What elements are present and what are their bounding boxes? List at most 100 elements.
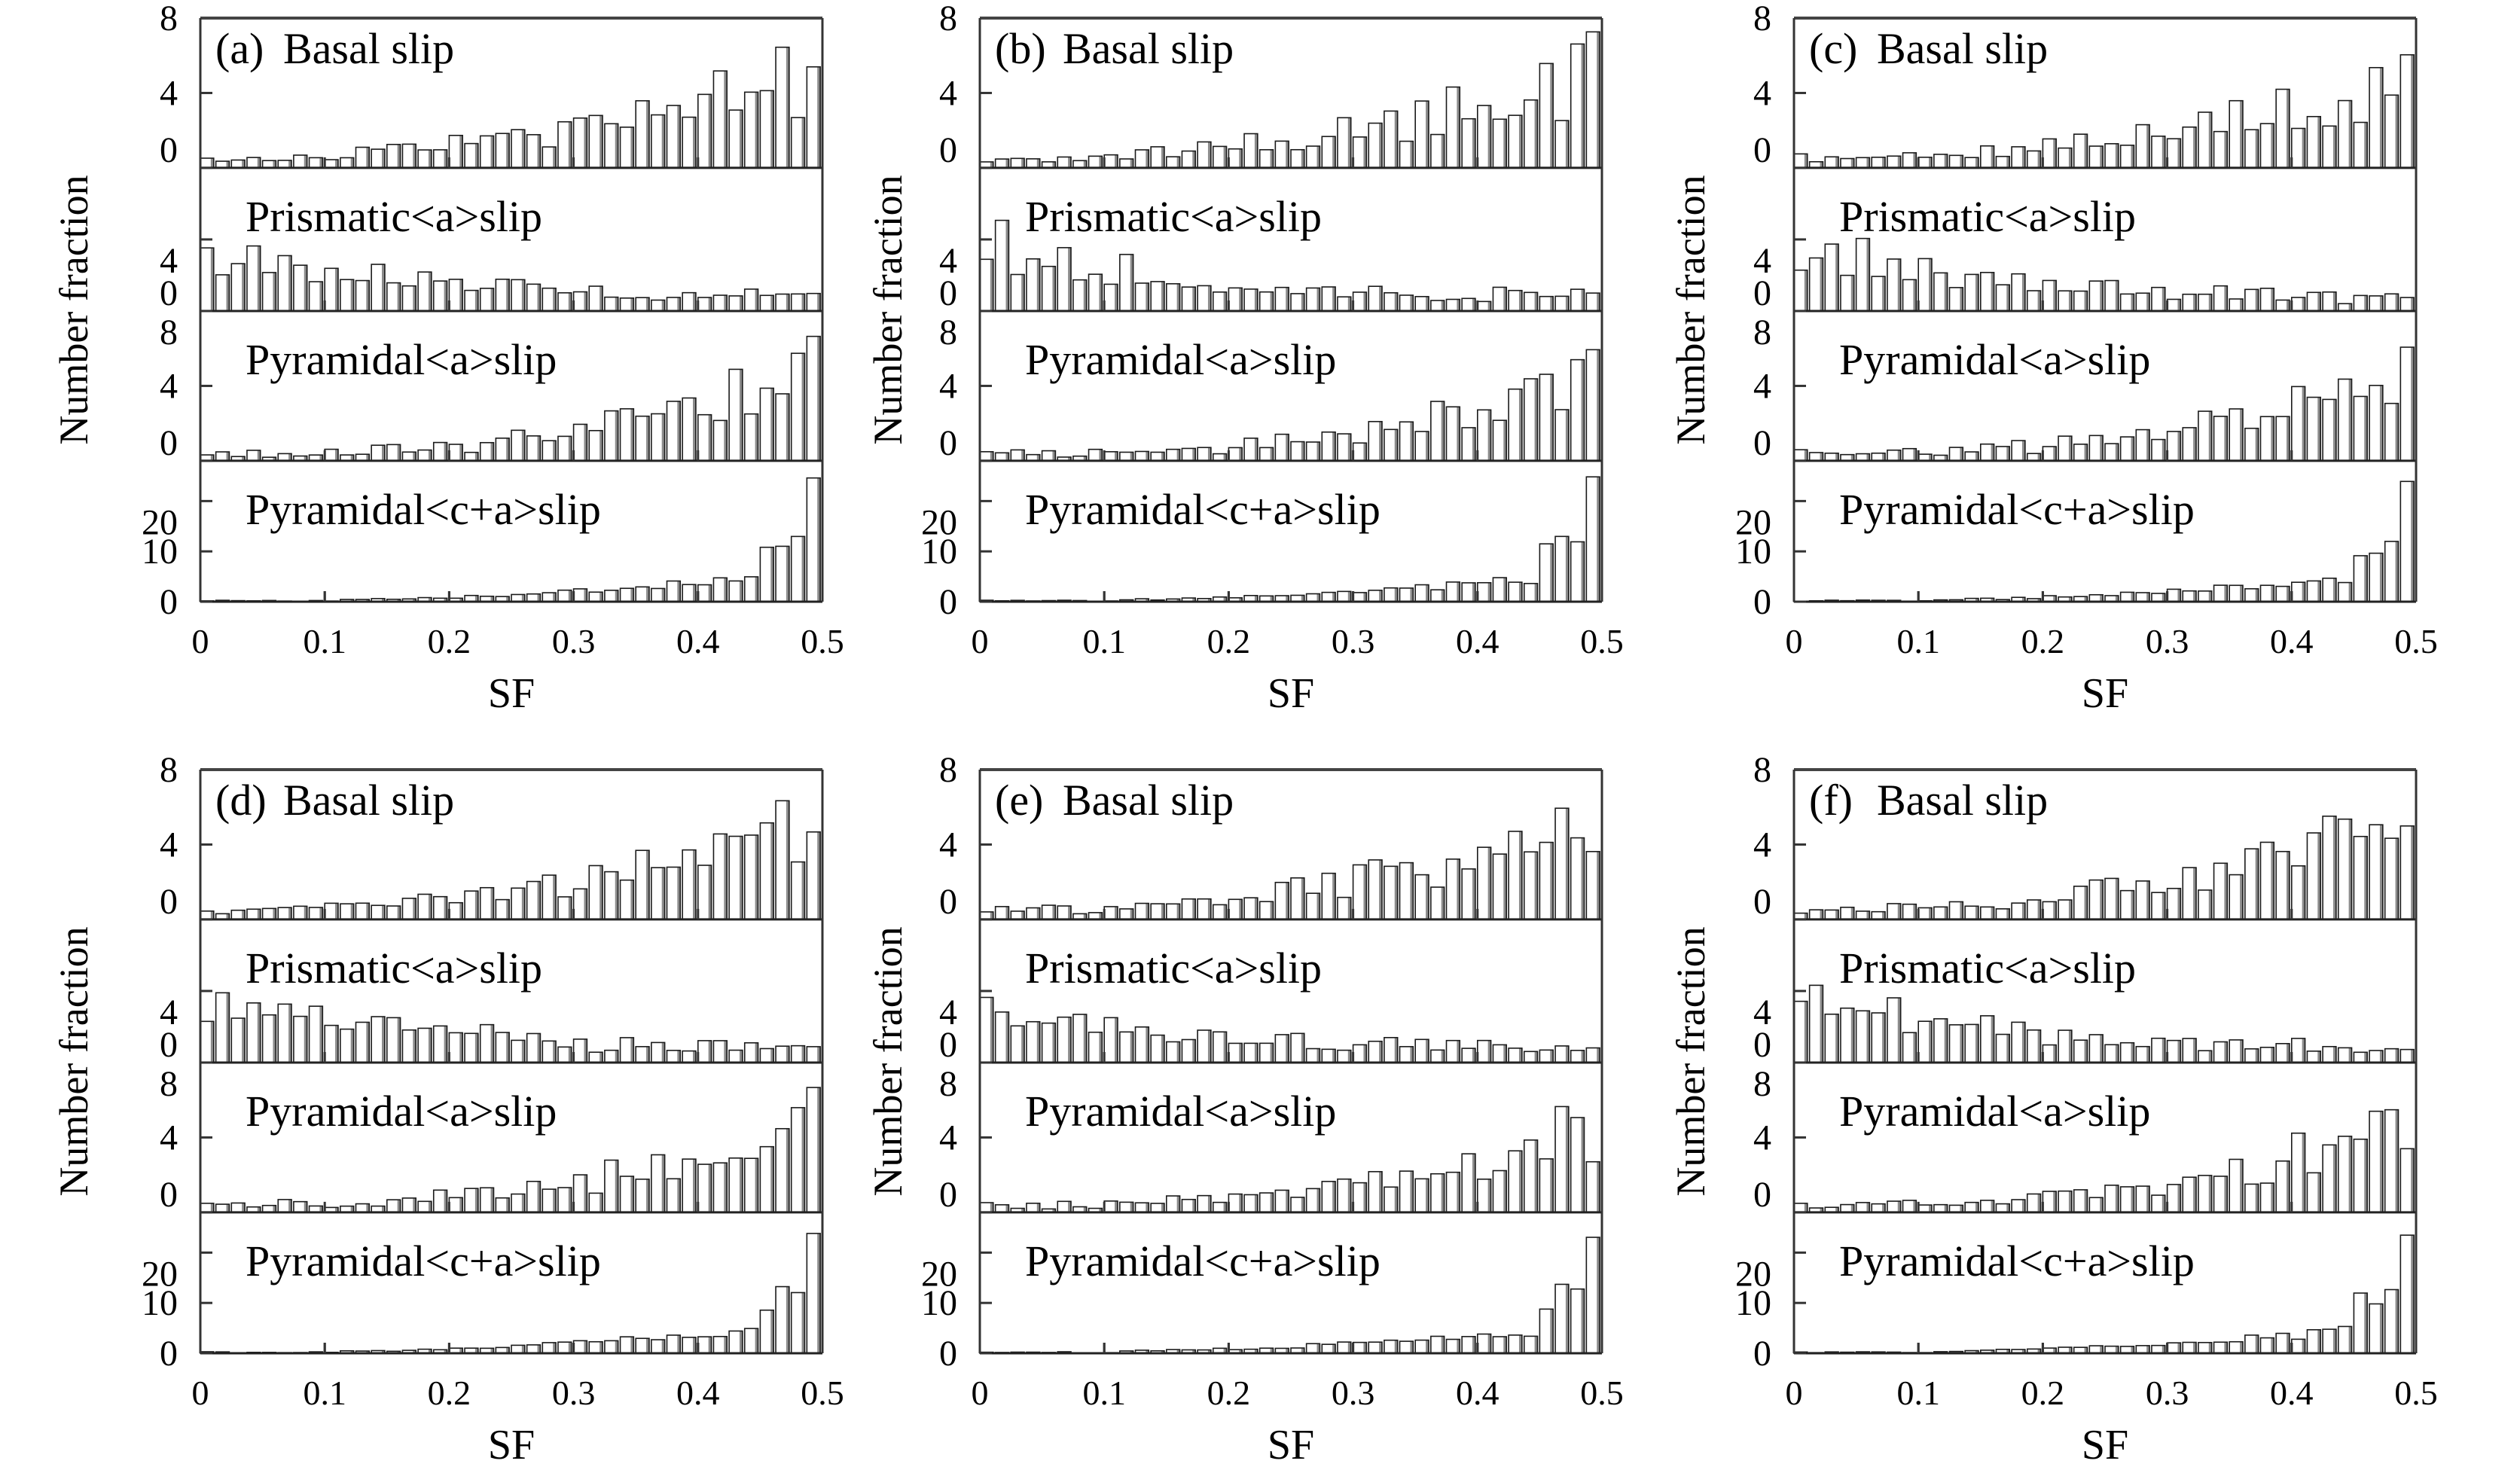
svg-text:20: 20 [921, 1254, 957, 1294]
svg-text:4: 4 [1753, 73, 1771, 113]
svg-text:0.3: 0.3 [2146, 1374, 2189, 1412]
svg-text:0.3: 0.3 [2146, 622, 2189, 660]
svg-text:Number fraction: Number fraction [1668, 175, 1713, 444]
svg-text:Pyramidal<c+a>slip: Pyramidal<c+a>slip [1025, 485, 1381, 534]
svg-text:0: 0 [939, 882, 957, 922]
svg-text:0.1: 0.1 [303, 622, 346, 660]
svg-text:Number fraction: Number fraction [51, 175, 96, 444]
svg-text:8: 8 [160, 313, 178, 352]
svg-text:20: 20 [921, 502, 957, 542]
svg-text:Pyramidal<a>slip: Pyramidal<a>slip [1025, 1087, 1336, 1136]
svg-text:0: 0 [1786, 1374, 1803, 1412]
svg-text:4: 4 [160, 73, 178, 113]
svg-text:Prismatic<a>slip: Prismatic<a>slip [1025, 192, 1322, 241]
svg-text:0.3: 0.3 [552, 622, 596, 660]
svg-text:Prismatic<a>slip: Prismatic<a>slip [246, 944, 542, 993]
svg-text:Prismatic<a>slip: Prismatic<a>slip [1839, 192, 2136, 241]
svg-text:0: 0 [192, 1374, 209, 1412]
svg-text:0.4: 0.4 [676, 622, 720, 660]
svg-text:(f)Basal slip: (f) Basal slip [1809, 776, 2048, 825]
svg-text:4: 4 [939, 366, 957, 406]
svg-text:Prismatic<a>slip: Prismatic<a>slip [1025, 944, 1322, 993]
svg-text:4: 4 [1753, 1118, 1771, 1157]
svg-text:0: 0 [160, 130, 178, 170]
svg-text:0: 0 [1753, 423, 1771, 463]
svg-text:(c)Basal slip: (c) Basal slip [1809, 24, 2048, 73]
svg-text:4: 4 [1753, 825, 1771, 865]
svg-text:4: 4 [939, 993, 957, 1032]
svg-text:0: 0 [160, 882, 178, 922]
svg-text:0: 0 [1753, 1175, 1771, 1215]
svg-text:Number fraction: Number fraction [51, 926, 96, 1196]
svg-text:20: 20 [1735, 502, 1771, 542]
svg-text:Number fraction: Number fraction [865, 175, 911, 444]
svg-text:SF: SF [1268, 1422, 1314, 1468]
svg-text:0: 0 [1753, 882, 1771, 922]
svg-text:0.1: 0.1 [1896, 622, 1940, 660]
svg-text:4: 4 [160, 1118, 178, 1157]
svg-text:0: 0 [1753, 1334, 1771, 1374]
svg-text:SF: SF [488, 1422, 535, 1468]
svg-text:8: 8 [939, 1064, 957, 1104]
svg-text:0: 0 [939, 582, 957, 622]
svg-text:0.5: 0.5 [2394, 1374, 2438, 1412]
svg-text:0.4: 0.4 [2270, 622, 2314, 660]
svg-text:0.1: 0.1 [1896, 1374, 1940, 1412]
svg-text:Pyramidal<c+a>slip: Pyramidal<c+a>slip [1025, 1237, 1381, 1285]
svg-text:0: 0 [972, 1374, 989, 1412]
svg-text:0: 0 [192, 622, 209, 660]
svg-text:4: 4 [1753, 993, 1771, 1032]
svg-text:0.4: 0.4 [2270, 1374, 2314, 1412]
svg-text:0.4: 0.4 [1456, 1374, 1499, 1412]
svg-text:0.5: 0.5 [1580, 622, 1624, 660]
svg-text:(d)Basal slip: (d) Basal slip [215, 776, 454, 825]
svg-text:Pyramidal<a>slip: Pyramidal<a>slip [1839, 335, 2150, 384]
svg-text:0.2: 0.2 [1207, 622, 1251, 660]
svg-text:0.2: 0.2 [428, 622, 471, 660]
svg-text:Pyramidal<c+a>slip: Pyramidal<c+a>slip [246, 1237, 601, 1285]
svg-text:8: 8 [1753, 1064, 1771, 1104]
svg-text:0.1: 0.1 [303, 1374, 346, 1412]
svg-text:0.1: 0.1 [1082, 1374, 1126, 1412]
svg-text:8: 8 [939, 0, 957, 38]
svg-text:0.3: 0.3 [1332, 1374, 1375, 1412]
svg-text:0: 0 [939, 1175, 957, 1215]
svg-text:(a)Basal slip: (a) Basal slip [215, 24, 454, 73]
svg-text:4: 4 [160, 366, 178, 406]
svg-text:0.4: 0.4 [676, 1374, 720, 1412]
svg-text:0.2: 0.2 [1207, 1374, 1251, 1412]
svg-text:0: 0 [160, 423, 178, 463]
svg-text:Number fraction: Number fraction [865, 926, 911, 1196]
svg-text:(b)Basal slip: (b) Basal slip [995, 24, 1234, 73]
svg-text:20: 20 [1735, 1254, 1771, 1294]
svg-text:0: 0 [1753, 130, 1771, 170]
svg-text:8: 8 [160, 750, 178, 790]
svg-text:8: 8 [1753, 313, 1771, 352]
svg-text:0: 0 [939, 130, 957, 170]
svg-text:0: 0 [1786, 622, 1803, 660]
svg-text:0: 0 [160, 582, 178, 622]
svg-text:0: 0 [972, 622, 989, 660]
svg-text:8: 8 [939, 750, 957, 790]
svg-text:0.2: 0.2 [2021, 1374, 2065, 1412]
svg-text:20: 20 [142, 502, 178, 542]
svg-text:0.3: 0.3 [552, 1374, 596, 1412]
svg-text:0.5: 0.5 [801, 1374, 844, 1412]
svg-text:0.4: 0.4 [1456, 622, 1499, 660]
svg-text:Pyramidal<c+a>slip: Pyramidal<c+a>slip [1839, 1237, 2195, 1285]
svg-text:Pyramidal<a>slip: Pyramidal<a>slip [1025, 335, 1336, 384]
svg-text:Prismatic<a>slip: Prismatic<a>slip [1839, 944, 2136, 993]
svg-text:8: 8 [1753, 750, 1771, 790]
svg-text:0.1: 0.1 [1082, 622, 1126, 660]
svg-text:0: 0 [1753, 582, 1771, 622]
svg-text:4: 4 [939, 1118, 957, 1157]
svg-text:8: 8 [939, 313, 957, 352]
svg-text:8: 8 [1753, 0, 1771, 38]
svg-text:4: 4 [160, 241, 178, 281]
svg-text:4: 4 [939, 241, 957, 281]
svg-text:SF: SF [2082, 670, 2128, 717]
svg-text:SF: SF [2082, 1422, 2128, 1468]
svg-text:4: 4 [1753, 366, 1771, 406]
svg-text:0: 0 [939, 423, 957, 463]
svg-text:8: 8 [160, 0, 178, 38]
